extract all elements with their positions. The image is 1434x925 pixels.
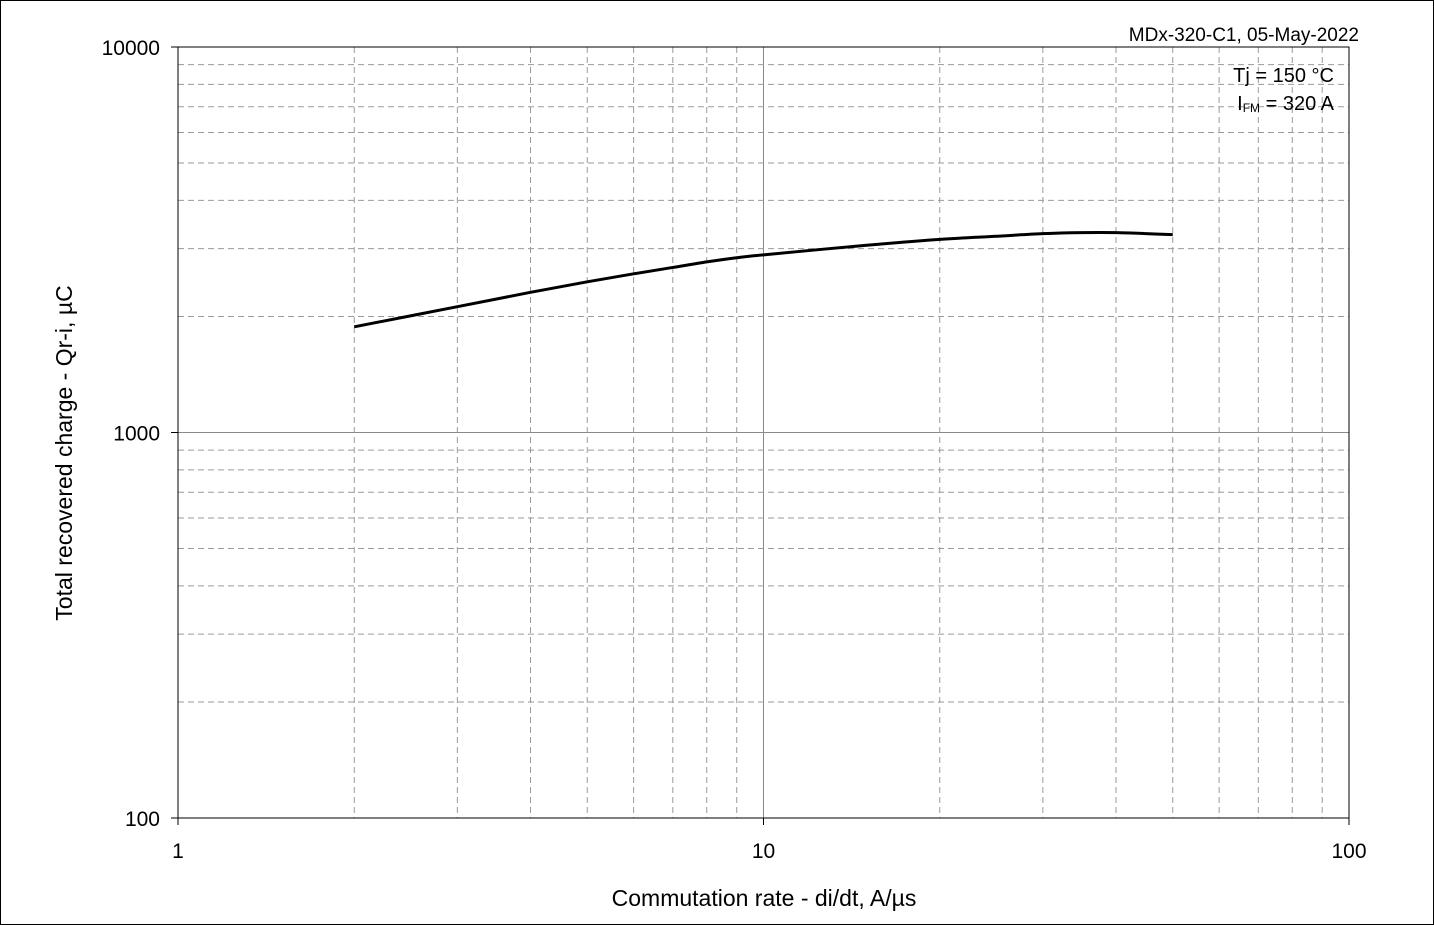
- y-tick-label: 10000: [102, 37, 160, 60]
- tick-labels: 1 10 100 100 1000 10000: [102, 37, 1367, 863]
- reference-note: MDx-320-C1, 05-May-2022: [1129, 25, 1359, 46]
- series-line: [353, 230, 1173, 329]
- condition-ifm: IFM = 320 A: [1237, 93, 1335, 115]
- condition-ifm-base: I: [1237, 93, 1243, 115]
- y-tick-label: 1000: [113, 423, 160, 446]
- x-tick-label: 10: [752, 840, 775, 863]
- grid: [178, 47, 1349, 818]
- y-tick-label: 100: [125, 808, 160, 831]
- x-tick-label: 1: [172, 840, 184, 863]
- y-axis-label: Total recovered charge - Qr-i, µC: [51, 285, 77, 620]
- x-tick-label: 100: [1331, 840, 1366, 863]
- condition-ifm-sub: FM: [1243, 101, 1260, 115]
- x-axis-label: Commutation rate - di/dt, A/µs: [612, 885, 917, 911]
- series-layer: [353, 230, 1173, 329]
- condition-tj: Tj = 150 °C: [1233, 65, 1334, 87]
- condition-ifm-rest: = 320 A: [1260, 93, 1335, 115]
